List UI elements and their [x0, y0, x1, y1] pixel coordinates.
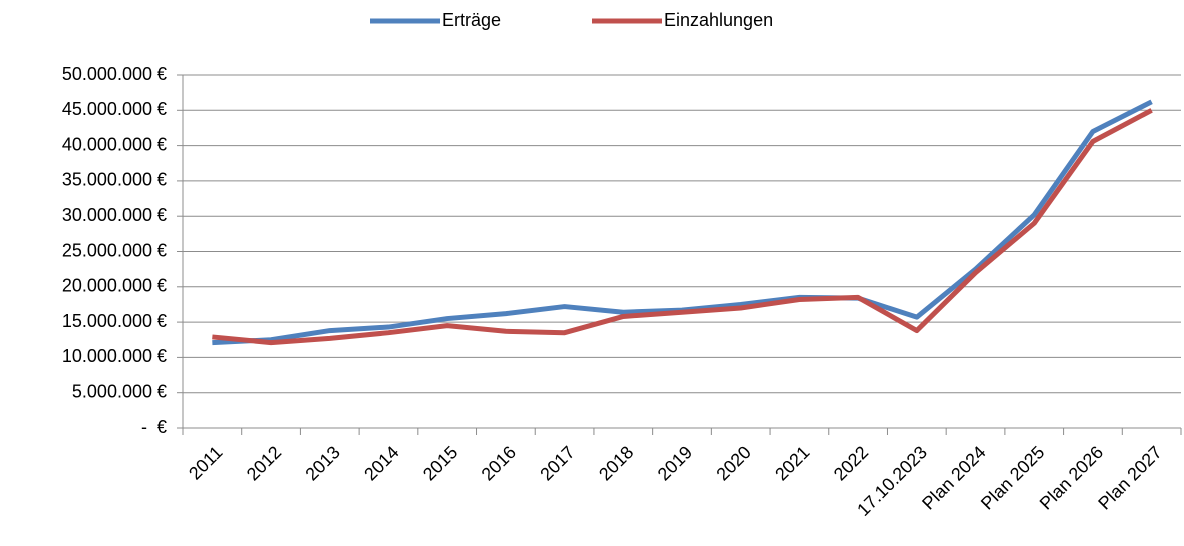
x-tick-label: 2015 — [419, 442, 461, 484]
line-series — [212, 108, 1153, 346]
x-tick-label: 2022 — [830, 442, 872, 484]
y-tick-label: 35.000.000 € — [62, 170, 167, 190]
x-tick-label: 2018 — [595, 442, 637, 484]
y-tick-label: 15.000.000 € — [62, 311, 167, 331]
y-tick-label: 40.000.000 € — [62, 134, 167, 154]
y-tick-label: 45.000.000 € — [62, 99, 167, 119]
y-tick-label: 10.000.000 € — [62, 346, 167, 366]
x-tick-label: 2019 — [654, 442, 696, 484]
x-tick-label: 2020 — [712, 442, 754, 484]
x-tick-label: 2013 — [301, 442, 343, 484]
y-tick-label: 30.000.000 € — [62, 205, 167, 225]
line-series — [212, 99, 1153, 346]
y-tick-label: - € — [141, 417, 167, 437]
legend-label: Einzahlungen — [664, 10, 773, 30]
y-tick-label: 5.000.000 € — [72, 381, 167, 401]
x-tick-label: 2011 — [185, 442, 227, 484]
x-tick-label: 2014 — [360, 442, 402, 484]
x-tick-label: 2016 — [478, 442, 520, 484]
legend-label: Erträge — [442, 10, 501, 30]
x-tick-label: 2021 — [771, 442, 813, 484]
x-tick-label: 2017 — [536, 442, 578, 484]
y-tick-label: 25.000.000 € — [62, 240, 167, 260]
y-tick-label: 20.000.000 € — [62, 276, 167, 296]
x-tick-label: 2012 — [243, 442, 285, 484]
y-tick-label: 50.000.000 € — [62, 64, 167, 84]
x-tick-label: Plan 2027 — [1094, 442, 1165, 513]
